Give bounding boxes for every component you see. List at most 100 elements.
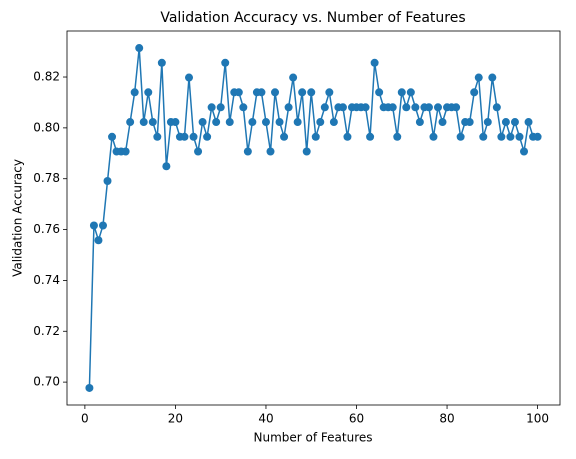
x-tick-label: 80	[439, 412, 454, 426]
marker	[388, 103, 397, 112]
marker	[221, 58, 230, 67]
marker	[162, 162, 171, 171]
marker	[180, 132, 189, 141]
marker	[139, 118, 148, 127]
marker	[316, 118, 325, 127]
marker	[524, 118, 533, 127]
x-axis-label: Number of Features	[254, 431, 373, 445]
marker	[130, 88, 139, 97]
y-tick-label: 0.82	[33, 70, 60, 84]
marker	[497, 132, 506, 141]
marker	[103, 177, 112, 186]
marker	[533, 132, 542, 141]
marker	[225, 118, 234, 127]
marker	[189, 132, 198, 141]
marker	[248, 118, 257, 127]
marker	[185, 73, 194, 82]
marker	[266, 147, 275, 156]
marker	[194, 147, 203, 156]
marker	[275, 118, 284, 127]
y-axis-label: Validation Accuracy	[11, 159, 25, 277]
line	[88, 47, 538, 388]
marker	[298, 88, 307, 97]
marker	[370, 58, 379, 67]
marker	[239, 103, 248, 112]
marker	[488, 73, 497, 82]
marker	[483, 118, 492, 127]
marker	[320, 103, 329, 112]
marker	[289, 73, 298, 82]
marker	[198, 118, 207, 127]
marker	[411, 103, 420, 112]
marker	[171, 118, 180, 127]
y-tick-label: 0.78	[33, 171, 60, 185]
marker	[338, 103, 347, 112]
marker	[108, 132, 117, 141]
marker	[212, 118, 221, 127]
y-tick-label: 0.70	[33, 375, 60, 389]
marker	[470, 88, 479, 97]
marker	[479, 132, 488, 141]
marker	[144, 88, 153, 97]
marker	[121, 147, 130, 156]
marker	[366, 132, 375, 141]
marker	[361, 103, 370, 112]
marker	[474, 73, 483, 82]
x-tick-label: 0	[81, 412, 89, 426]
marker	[280, 132, 289, 141]
marker	[153, 132, 162, 141]
marker	[89, 221, 98, 230]
marker	[157, 58, 166, 67]
marker	[452, 103, 461, 112]
marker	[307, 88, 316, 97]
marker	[329, 118, 338, 127]
x-tick-label: 100	[526, 412, 549, 426]
marker	[284, 103, 293, 112]
marker	[148, 118, 157, 127]
marker	[506, 132, 515, 141]
marker	[424, 103, 433, 112]
marker	[456, 132, 465, 141]
marker	[343, 132, 352, 141]
marker	[302, 147, 311, 156]
marker	[429, 132, 438, 141]
marker	[234, 88, 243, 97]
plot-frame	[66, 30, 561, 406]
marker	[510, 118, 519, 127]
marker	[397, 88, 406, 97]
chart-title: Validation Accuracy vs. Number of Featur…	[160, 10, 465, 26]
marker	[203, 132, 212, 141]
marker	[520, 147, 529, 156]
y-tick-label: 0.80	[33, 120, 60, 134]
marker	[216, 103, 225, 112]
marker	[515, 132, 524, 141]
marker	[325, 88, 334, 97]
marker	[271, 88, 280, 97]
x-tick-label: 40	[258, 412, 273, 426]
marker	[393, 132, 402, 141]
marker	[243, 147, 252, 156]
marker	[261, 118, 270, 127]
marker	[492, 103, 501, 112]
marker	[98, 221, 107, 230]
marker	[135, 44, 144, 53]
marker	[85, 383, 94, 392]
marker	[207, 103, 216, 112]
marker	[438, 118, 447, 127]
marker	[293, 118, 302, 127]
x-tick-label: 20	[168, 412, 183, 426]
marker	[501, 118, 510, 127]
marker	[375, 88, 384, 97]
marker	[406, 88, 415, 97]
marker	[94, 236, 103, 245]
y-tick-label: 0.72	[33, 324, 60, 338]
x-tick-label: 60	[349, 412, 364, 426]
marker	[126, 118, 135, 127]
marker	[257, 88, 266, 97]
marker	[433, 103, 442, 112]
y-tick-label: 0.76	[33, 222, 60, 236]
marker	[465, 118, 474, 127]
marker	[415, 118, 424, 127]
marker	[402, 103, 411, 112]
